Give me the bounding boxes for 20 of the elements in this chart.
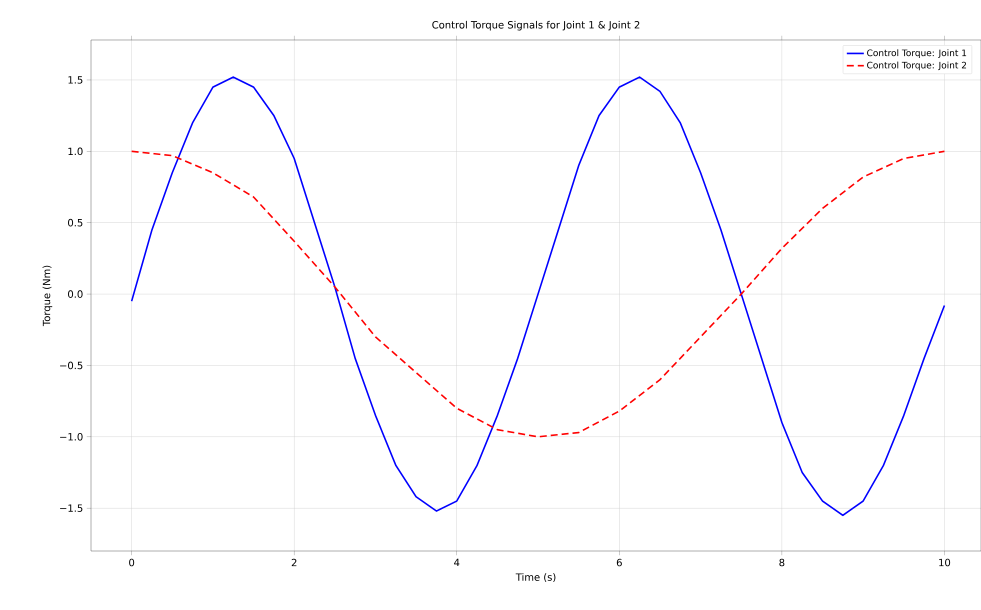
legend-label: Control Torque: Joint 2	[867, 62, 966, 70]
x-tick-label: 2	[292, 558, 296, 566]
x-tick-label: 8	[779, 558, 784, 566]
chart-title: Control Torque Signals for Joint 1 & Joint 2	[432, 20, 640, 31]
line-series	[130, 76, 946, 516]
x-tick-label: 4	[454, 558, 460, 566]
y-tick-label: 0.5	[68, 218, 82, 226]
line-series	[130, 150, 946, 438]
x-tick-label: 10	[939, 558, 950, 566]
y-axis-title: Torque (Nm)	[42, 266, 52, 326]
legend-label: Control Torque: Joint 1	[867, 49, 966, 58]
y-tick-label: −0.5	[60, 362, 82, 370]
x-axis-title: Time (s)	[516, 573, 556, 582]
y-tick-label: −1.5	[60, 504, 82, 512]
x-tick-label: 6	[616, 558, 622, 566]
y-tick-label: −1.0	[60, 433, 83, 441]
y-tick-label: 1.5	[68, 76, 82, 84]
y-tick-label: 1.0	[68, 148, 83, 156]
x-tick-label: 0	[129, 558, 134, 566]
y-tick-label: 0.0	[68, 290, 83, 298]
